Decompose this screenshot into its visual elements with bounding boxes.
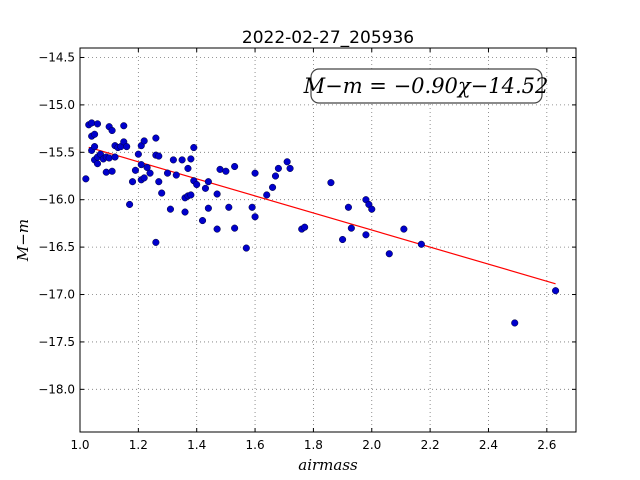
data-point [511, 319, 519, 327]
data-point [417, 240, 425, 248]
data-point [225, 203, 233, 211]
x-tick-label: 2.6 [537, 438, 556, 452]
x-tick-label: 2.0 [362, 438, 381, 452]
data-point [190, 144, 198, 152]
data-point [137, 161, 145, 169]
x-axis-label: airmass [298, 456, 358, 474]
data-point [231, 224, 239, 232]
y-tick-label: −17.5 [38, 335, 75, 349]
data-point [213, 190, 221, 198]
data-points [82, 119, 560, 327]
data-point [231, 162, 239, 171]
data-point [344, 203, 352, 211]
data-point [242, 244, 250, 252]
data-point [251, 169, 259, 177]
data-point [368, 205, 376, 213]
data-point [93, 160, 102, 168]
data-point [172, 171, 180, 179]
data-point [134, 150, 142, 158]
data-point [198, 217, 207, 225]
data-point [204, 204, 212, 212]
data-point [552, 287, 560, 295]
data-point [400, 225, 408, 233]
data-point [263, 191, 271, 199]
data-point [178, 156, 186, 164]
data-point [166, 205, 174, 213]
data-point [163, 169, 172, 177]
data-point [201, 184, 210, 192]
data-point [385, 250, 393, 258]
axis-ticks: 1.0 1.2 1.4 1.6 1.8 2.0 2.2 2.4 2.6 −14.5 −15.0 −15… [38, 48, 576, 452]
data-point [143, 163, 151, 172]
data-point [347, 224, 355, 232]
data-point [362, 231, 370, 239]
data-point [158, 189, 166, 197]
x-tick-label: 1.8 [304, 438, 323, 452]
y-tick-label: −16.5 [38, 240, 75, 254]
data-point [140, 174, 148, 182]
data-point [102, 168, 110, 176]
data-point [91, 130, 99, 138]
x-tick-label: 1.0 [70, 438, 89, 452]
data-point [184, 164, 192, 172]
data-point [222, 167, 230, 175]
data-point [248, 203, 256, 211]
data-point [213, 225, 221, 233]
data-point [152, 238, 160, 246]
data-point [193, 180, 201, 189]
data-point [105, 154, 113, 162]
data-point [123, 143, 131, 151]
grid [79, 48, 576, 432]
equation-box-frame [310, 68, 543, 104]
data-point [88, 119, 96, 127]
y-tick-label: −14.5 [38, 50, 75, 64]
data-point [82, 175, 90, 183]
x-tick-label: 1.4 [187, 438, 206, 452]
x-tick-label: 1.6 [246, 438, 265, 452]
fit-equation: M−m = −0.90χ−14.52 [303, 74, 549, 98]
data-point [269, 183, 277, 191]
data-point [301, 223, 309, 231]
y-tick-label: −16.0 [38, 193, 75, 207]
data-point [108, 126, 116, 135]
data-point [187, 191, 195, 199]
data-point [181, 208, 189, 216]
data-point [286, 164, 294, 172]
plot-frame [79, 47, 577, 433]
data-point [204, 178, 212, 186]
data-point [155, 152, 163, 160]
data-point [140, 137, 148, 145]
y-tick-label: −18.0 [38, 382, 75, 396]
x-tick-label: 2.2 [421, 438, 440, 452]
data-point [155, 178, 163, 186]
data-point [271, 172, 280, 180]
x-tick-label: 1.2 [129, 438, 148, 452]
fit-equation-box: M−m = −0.90χ−14.52 [303, 68, 549, 104]
data-point [91, 143, 99, 151]
y-axis-label: M−m [14, 219, 32, 262]
data-point [131, 166, 139, 174]
data-point [111, 153, 119, 161]
y-tick-label: −17.0 [38, 288, 75, 302]
data-point [327, 179, 335, 187]
y-tick-label: −15.5 [38, 145, 75, 159]
chart-title: 2022-02-27_205936 [242, 28, 414, 48]
data-point [169, 156, 177, 164]
x-tick-label: 2.4 [479, 438, 498, 452]
data-point [146, 169, 154, 177]
data-point [274, 164, 282, 172]
data-point [152, 134, 160, 142]
data-point [120, 122, 128, 130]
y-tick-label: −15.0 [38, 98, 75, 112]
data-point [128, 178, 137, 186]
data-point [251, 213, 259, 221]
data-point [187, 155, 195, 163]
data-point [108, 167, 116, 175]
data-point [283, 158, 291, 166]
data-point [93, 120, 102, 128]
data-point [126, 200, 134, 208]
data-point [339, 235, 347, 244]
